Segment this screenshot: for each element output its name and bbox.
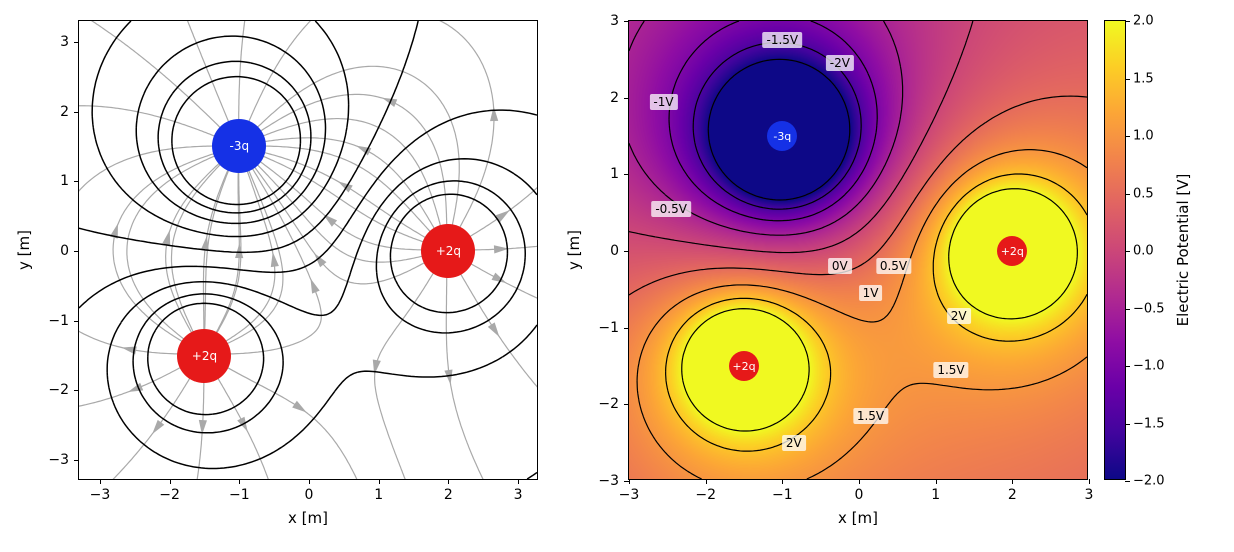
xtick: 0	[305, 479, 314, 503]
contour-label: 1.5V	[933, 362, 968, 378]
colorbar: Electric Potential [V] −2.0−1.5−1.0−0.50…	[1104, 20, 1126, 480]
figure: +2q +2q -3q x [m] y [m] −3 −2 −1 0 1 2 3 −3 −2 −1 0 1…	[0, 0, 1234, 552]
colorbar-tick: 1.0	[1125, 129, 1154, 144]
potential-contour	[629, 96, 1087, 295]
colorbar-tick: 2.0	[1125, 14, 1154, 29]
ytick: −1	[48, 313, 79, 329]
xtick: 3	[514, 479, 523, 503]
contour-label: -0.5V	[651, 201, 691, 217]
xtick: −2	[695, 479, 716, 503]
colorbar-tick: −0.5	[1125, 301, 1165, 316]
ytick: 1	[60, 173, 79, 189]
contour-label: -1V	[649, 94, 677, 110]
charge-marker: -3q	[212, 119, 266, 173]
xtick: 1	[931, 479, 940, 503]
xtick: 1	[374, 479, 383, 503]
xtick: 3	[1085, 479, 1094, 503]
colorbar-tick: 1.5	[1125, 71, 1154, 86]
right-axes: -1.5V -2V -1V -0.5V 0V 0.5V 1V 2V 1.5V 1.5V 2V +2q +…	[628, 20, 1088, 480]
xtick: −1	[772, 479, 793, 503]
ytick: −2	[48, 382, 79, 398]
right-ylabel: y [m]	[565, 230, 583, 270]
right-xlabel: x [m]	[838, 509, 878, 527]
charge-marker: +2q	[177, 329, 231, 383]
charge-marker: -3q	[767, 121, 797, 151]
contour-label: -1.5V	[763, 32, 803, 48]
colorbar-tick: −2.0	[1125, 474, 1165, 489]
equipotential-line	[79, 110, 537, 479]
potential-contour	[669, 21, 877, 221]
contour-label: 2V	[947, 308, 971, 324]
right-plot-area: -1.5V -2V -1V -0.5V 0V 0.5V 1V 2V 1.5V 1.5V 2V +2q +…	[629, 21, 1087, 479]
contour-label: 1V	[859, 285, 883, 301]
left-axes: +2q+2q-3q x [m] y [m] −3−2−10123−3−2−101…	[78, 20, 538, 480]
xtick: −1	[229, 479, 250, 503]
xtick: −2	[159, 479, 180, 503]
contour-label: 2V	[782, 435, 806, 451]
left-ylabel: y [m]	[15, 230, 33, 270]
ytick: −2	[598, 396, 629, 412]
potential-contour	[682, 189, 1078, 431]
colorbar-tick: −1.5	[1125, 416, 1165, 431]
contour-label: 0.5V	[876, 258, 911, 274]
contour-label: 0V	[828, 258, 852, 274]
xtick: 2	[444, 479, 453, 503]
left-plot-area: +2q +2q -3q	[79, 21, 537, 479]
ytick: 2	[610, 90, 629, 106]
charge-marker: +2q	[421, 224, 475, 278]
contour-label: -2V	[826, 55, 854, 71]
colorbar-tick: 0.5	[1125, 186, 1154, 201]
charge-marker: +2q	[729, 351, 759, 381]
contour-label: 1.5V	[853, 408, 888, 424]
xtick: 2	[1008, 479, 1017, 503]
ytick: 3	[60, 34, 79, 50]
ytick: 2	[60, 104, 79, 120]
ytick: −3	[48, 452, 79, 468]
charge-marker: +2q	[997, 236, 1027, 266]
colorbar-tick: −1.0	[1125, 359, 1165, 374]
ytick: 0	[610, 243, 629, 259]
left-xlabel: x [m]	[288, 509, 328, 527]
ytick: 1	[610, 166, 629, 182]
xtick: −3	[90, 479, 111, 503]
ytick: 0	[60, 243, 79, 259]
ytick: −3	[598, 473, 629, 489]
ytick: −1	[598, 320, 629, 336]
xtick: 0	[855, 479, 864, 503]
colorbar-tick: 0.0	[1125, 244, 1154, 259]
ytick: 3	[610, 13, 629, 29]
colorbar-label: Electric Potential [V]	[1174, 174, 1192, 327]
